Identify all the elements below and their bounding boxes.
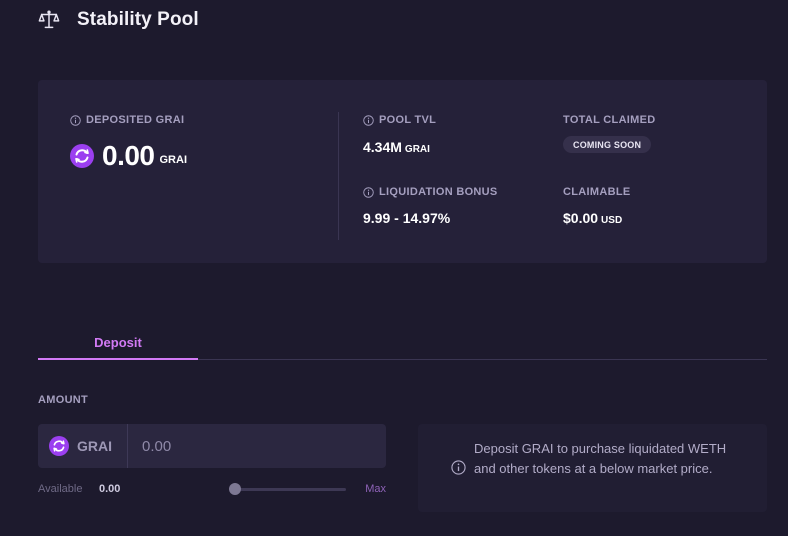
amount-input[interactable] — [128, 424, 386, 468]
stats-card: DEPOSITED GRAI 0.00 GRAI POOL TVL 4.34M G… — [38, 80, 767, 263]
amount-slider-thumb[interactable] — [229, 483, 241, 495]
stats-divider — [338, 112, 339, 240]
claimable-value: $0.00 USD — [563, 210, 623, 226]
available-row: Available 0.00 Max — [38, 481, 386, 497]
available-value: 0.00 — [99, 483, 121, 495]
token-selector[interactable]: GRAI — [38, 424, 128, 468]
grai-token-icon — [70, 144, 94, 168]
pool-tvl-label: POOL TVL — [363, 114, 436, 126]
amount-field: GRAI — [38, 424, 386, 468]
max-button[interactable]: Max — [365, 483, 386, 495]
coming-soon-badge: COMING SOON — [563, 136, 652, 153]
deposited-grai-value: 0.00 GRAI — [70, 140, 187, 172]
info-icon[interactable] — [70, 114, 81, 126]
deposited-amount: 0.00 — [102, 140, 155, 171]
tab-bar: Deposit — [38, 331, 767, 360]
token-name: GRAI — [77, 438, 112, 454]
available-label: Available — [38, 483, 83, 495]
info-icon — [451, 460, 466, 475]
amount-label: AMOUNT — [38, 394, 89, 406]
info-icon[interactable] — [363, 114, 374, 126]
claimable-label: CLAIMABLE — [563, 186, 631, 198]
page-title: Stability Pool — [77, 9, 199, 30]
pool-tvl-value: 4.34M GRAI — [363, 139, 430, 155]
liquidation-bonus-value: 9.99 - 14.97% — [363, 210, 451, 226]
amount-slider-track[interactable] — [236, 488, 346, 491]
info-icon[interactable] — [363, 186, 374, 198]
deposit-info-box: Deposit GRAI to purchase liquidated WETH… — [418, 424, 767, 512]
tab-deposit[interactable]: Deposit — [38, 331, 198, 360]
total-claimed-label: TOTAL CLAIMED — [563, 114, 656, 126]
grai-token-icon — [49, 436, 69, 456]
deposited-unit: GRAI — [159, 154, 188, 166]
page-header: Stability Pool — [38, 8, 199, 32]
scale-icon — [38, 10, 60, 29]
liquidation-bonus-label: LIQUIDATION BONUS — [363, 186, 498, 198]
deposited-grai-label: DEPOSITED GRAI — [70, 114, 184, 126]
deposit-info-text: Deposit GRAI to purchase liquidated WETH… — [474, 441, 727, 476]
